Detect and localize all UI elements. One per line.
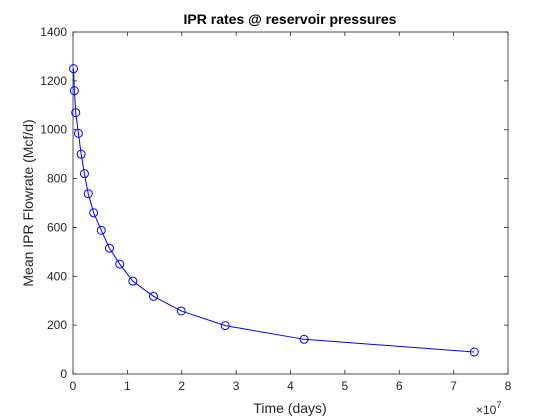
y-tick-label: 1400 [40, 25, 67, 39]
x-axis-exponent: ×107 [476, 400, 501, 417]
y-tick-label: 600 [47, 220, 67, 234]
x-tick-label: 3 [233, 379, 240, 393]
y-axis-label: Mean IPR Flowrate (Mcf/d) [20, 119, 36, 286]
x-tick-label: 1 [124, 379, 131, 393]
y-tick-label: 0 [60, 367, 67, 381]
x-axis-label: Time (days) [253, 400, 326, 416]
x-tick-label: 4 [287, 379, 294, 393]
chart-title: IPR rates @ reservoir pressures [184, 11, 397, 27]
y-tick-label: 1200 [40, 74, 67, 88]
x-tick-label: 8 [505, 379, 512, 393]
x-tick-label: 7 [450, 379, 457, 393]
y-tick-label: 800 [47, 172, 67, 186]
y-tick-label: 200 [47, 318, 67, 332]
x-axis-exponent-base: ×10 [476, 403, 497, 417]
plot-area [73, 32, 508, 374]
y-tick-label: 400 [47, 269, 67, 283]
x-tick-label: 0 [70, 379, 77, 393]
x-tick-label: 6 [396, 379, 403, 393]
y-tick-label: 1000 [40, 123, 67, 137]
x-axis-exponent-power: 7 [496, 400, 501, 410]
x-tick-label: 5 [342, 379, 349, 393]
x-tick-label: 2 [178, 379, 185, 393]
